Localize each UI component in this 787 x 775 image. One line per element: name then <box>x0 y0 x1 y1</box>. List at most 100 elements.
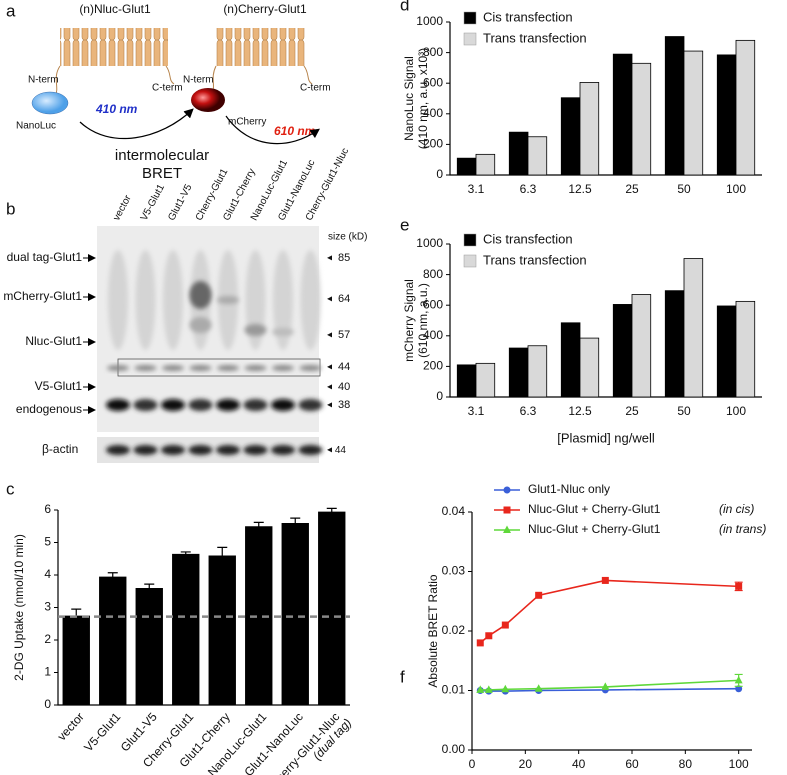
band <box>162 365 184 371</box>
membrane-protein <box>60 28 168 66</box>
bar <box>527 136 548 176</box>
size-header: size (kD) <box>328 232 367 243</box>
bar <box>735 39 756 176</box>
bar <box>631 294 652 398</box>
marker <box>534 684 543 692</box>
band-label: V5-Glut1 <box>35 379 83 393</box>
band <box>189 317 212 333</box>
panel-letter: f <box>400 667 405 686</box>
arrow <box>79 108 194 140</box>
marker <box>501 621 509 629</box>
band-label: mCherry-Glut1 <box>3 289 82 303</box>
bar <box>560 322 581 398</box>
band <box>271 399 295 411</box>
x-tick-label: 100 <box>729 757 749 771</box>
band <box>189 281 212 309</box>
protein-title: (n)Cherry-Glut1 <box>223 2 307 16</box>
caption: BRET <box>142 165 182 182</box>
size: 44 <box>335 445 347 456</box>
band <box>243 445 268 455</box>
nanoluc <box>31 91 69 115</box>
label: N-term <box>28 75 59 86</box>
y-tick-label: 600 <box>423 297 443 311</box>
band <box>133 399 158 411</box>
y-tick-label: 0.02 <box>442 623 466 637</box>
x-tick-label: 100 <box>726 182 746 196</box>
band <box>188 445 213 455</box>
bar <box>208 555 236 705</box>
y-tick-label: 0 <box>44 697 51 711</box>
marker <box>601 576 609 584</box>
bar <box>281 523 309 705</box>
legend-label: Nluc-Glut + Cherry-Glut1 <box>528 522 661 536</box>
arrow <box>225 115 320 145</box>
size-label: 44 <box>338 361 350 373</box>
bar <box>612 53 633 176</box>
y-axis-label: (610 nm, a.u.) <box>416 283 430 358</box>
label: N-term <box>183 75 214 86</box>
band <box>217 296 239 304</box>
label: C-term <box>300 83 331 94</box>
y-tick-label: 200 <box>423 137 443 151</box>
bar <box>508 131 529 176</box>
smear <box>108 250 128 350</box>
chart-c: c 0 1 2 3 4 5 6 2-DG Uptake (nmol/10 min) vectorV… <box>6 479 354 775</box>
smear <box>300 250 321 350</box>
actin-label: β-actin <box>42 442 78 456</box>
legend-label: Cis transfection <box>483 9 573 24</box>
marker <box>535 591 543 599</box>
label: NanoLuc <box>16 121 56 132</box>
y-tick-label: 800 <box>423 267 443 281</box>
bar <box>716 54 737 176</box>
y-axis-label: (410 nm, a.u. x10³) <box>416 48 430 149</box>
x-tick-label: 80 <box>679 757 693 771</box>
bar <box>683 50 704 176</box>
size-arrow: ◂ <box>327 253 332 264</box>
mcherry <box>191 88 225 112</box>
x-tick-label: 6.3 <box>520 182 537 196</box>
wavelength: 610 nm <box>274 124 316 138</box>
membrane-protein <box>216 28 306 66</box>
panel-letter: a <box>6 1 16 20</box>
legend-swatch <box>463 32 477 46</box>
y-axis-label: 2-DG Uptake (nmol/10 min) <box>12 534 26 681</box>
bar <box>475 362 496 398</box>
bar <box>62 615 90 705</box>
bar <box>475 153 496 176</box>
bar <box>456 157 477 176</box>
c-terminus <box>303 65 313 85</box>
y-tick-label: 0.00 <box>442 742 466 756</box>
band <box>161 399 185 411</box>
legend-label: Trans transfection <box>483 30 587 45</box>
size-label: 57 <box>338 329 350 341</box>
axes <box>471 512 752 751</box>
legend-note: (in trans) <box>719 522 766 536</box>
bar <box>560 97 581 176</box>
panel-a: a (n)Nluc-Glut1 N-term C-term NanoLuc 41… <box>6 1 331 181</box>
error-bar <box>290 517 301 528</box>
error-bar <box>326 507 337 515</box>
marker <box>503 506 511 514</box>
band <box>106 445 130 455</box>
y-tick-label: 1000 <box>416 236 443 250</box>
chart-f: f 0.00 0.01 0.02 0.03 0.04 Absolute BRET Ratio… <box>400 482 766 771</box>
y-tick-label: 400 <box>423 106 443 120</box>
band <box>216 399 240 411</box>
actin-size: ◂ 44 <box>327 445 346 456</box>
band <box>244 324 267 336</box>
caption: intermolecular <box>115 147 209 164</box>
y-tick-label: 5 <box>44 535 51 549</box>
marker <box>476 639 484 647</box>
y-axis-label: mCherry Signal <box>402 279 416 362</box>
error-bar <box>107 572 118 581</box>
y-tick-label: 2 <box>44 632 51 646</box>
bar <box>318 511 346 705</box>
band <box>216 445 240 455</box>
x-tick-label: 0 <box>469 757 476 771</box>
x-tick-label: 3.1 <box>468 182 485 196</box>
bar <box>508 347 529 398</box>
legend-label: Nluc-Glut + Cherry-Glut1 <box>528 502 661 516</box>
smear <box>163 250 183 350</box>
band-label: endogenous <box>16 402 82 416</box>
